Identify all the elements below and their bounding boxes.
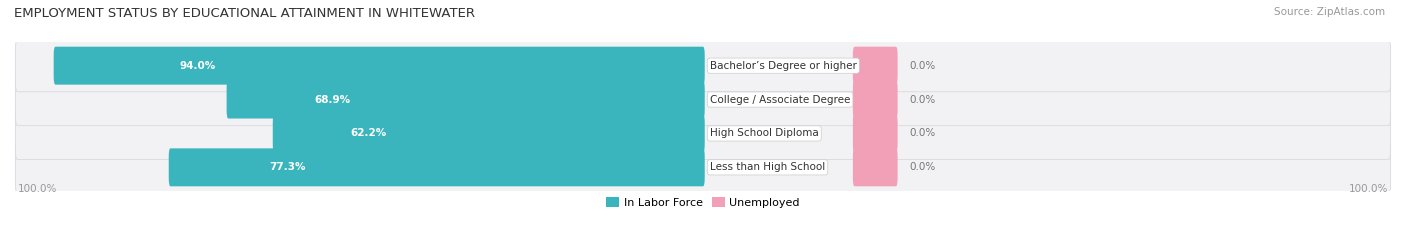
Text: 62.2%: 62.2% — [350, 128, 387, 138]
Text: 0.0%: 0.0% — [910, 95, 936, 105]
Text: 68.9%: 68.9% — [315, 95, 352, 105]
FancyBboxPatch shape — [15, 141, 1391, 193]
FancyBboxPatch shape — [226, 81, 704, 119]
Text: 94.0%: 94.0% — [180, 61, 217, 71]
FancyBboxPatch shape — [53, 47, 704, 85]
FancyBboxPatch shape — [15, 40, 1391, 92]
FancyBboxPatch shape — [15, 73, 1391, 126]
Text: High School Diploma: High School Diploma — [710, 128, 818, 138]
Text: 0.0%: 0.0% — [910, 61, 936, 71]
Text: EMPLOYMENT STATUS BY EDUCATIONAL ATTAINMENT IN WHITEWATER: EMPLOYMENT STATUS BY EDUCATIONAL ATTAINM… — [14, 7, 475, 20]
Text: College / Associate Degree: College / Associate Degree — [710, 95, 851, 105]
Text: 100.0%: 100.0% — [17, 184, 56, 194]
Text: 100.0%: 100.0% — [1350, 184, 1389, 194]
FancyBboxPatch shape — [273, 114, 704, 152]
Text: 0.0%: 0.0% — [910, 162, 936, 172]
Text: Less than High School: Less than High School — [710, 162, 825, 172]
Text: 77.3%: 77.3% — [270, 162, 307, 172]
Legend: In Labor Force, Unemployed: In Labor Force, Unemployed — [602, 193, 804, 212]
FancyBboxPatch shape — [15, 107, 1391, 160]
Text: Bachelor’s Degree or higher: Bachelor’s Degree or higher — [710, 61, 856, 71]
Text: 0.0%: 0.0% — [910, 128, 936, 138]
FancyBboxPatch shape — [853, 47, 897, 85]
FancyBboxPatch shape — [853, 81, 897, 119]
FancyBboxPatch shape — [853, 114, 897, 152]
FancyBboxPatch shape — [169, 148, 704, 186]
FancyBboxPatch shape — [853, 148, 897, 186]
Text: Source: ZipAtlas.com: Source: ZipAtlas.com — [1274, 7, 1385, 17]
